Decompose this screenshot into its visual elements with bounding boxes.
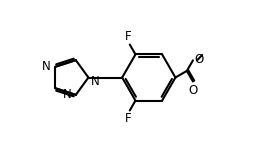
Text: F: F xyxy=(125,30,132,43)
Text: N: N xyxy=(62,88,71,101)
Text: F: F xyxy=(125,112,132,125)
Text: N: N xyxy=(90,75,99,88)
Text: N: N xyxy=(42,60,51,73)
Text: O: O xyxy=(188,84,198,97)
Text: O: O xyxy=(195,53,204,66)
